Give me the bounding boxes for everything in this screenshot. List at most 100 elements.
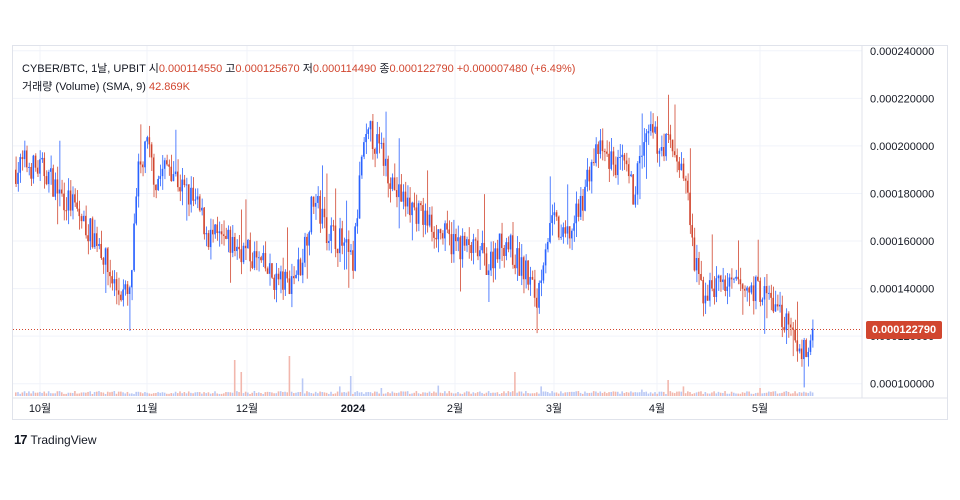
tradingview-branding[interactable]: 17 TradingView (14, 432, 97, 447)
candle-body (244, 245, 247, 249)
candle-body (354, 226, 356, 271)
candle-body (67, 190, 70, 211)
volume-bar (34, 392, 37, 396)
candle-body (144, 141, 146, 168)
volume-bar (98, 391, 100, 396)
volume-bar (584, 391, 586, 396)
legend-low-value: 0.000114490 (312, 63, 377, 75)
volume-bar (531, 393, 534, 396)
candle-body (166, 160, 168, 165)
volume-bar (290, 391, 293, 396)
volume-bar (439, 392, 442, 396)
candle-body (811, 328, 814, 341)
volume-bar (398, 392, 400, 396)
candle-body (297, 259, 299, 275)
candle-body (503, 247, 505, 256)
candle-body (43, 157, 46, 177)
volume-bar (667, 380, 669, 396)
volume-bar (71, 392, 74, 396)
volume-bar (785, 391, 788, 396)
candle-body (176, 171, 179, 188)
candle-body (150, 144, 153, 158)
candle-body (590, 162, 593, 182)
candle-body (279, 271, 282, 280)
volume-bar (757, 392, 759, 396)
candle-body (398, 184, 400, 198)
candle-body (404, 191, 407, 207)
volume-bar (730, 391, 733, 396)
candle-body (765, 286, 768, 294)
candle-body (363, 142, 365, 157)
candle-body (328, 240, 330, 243)
volume-bar (312, 393, 315, 396)
candle-body (63, 193, 65, 211)
candle-body (345, 239, 348, 243)
candle-body (457, 237, 459, 242)
volume-bar (85, 392, 87, 396)
candle-body (772, 297, 774, 312)
candle-body (566, 226, 569, 234)
candle-body (441, 233, 444, 239)
volume-bar (273, 393, 275, 396)
candle-body (439, 229, 442, 234)
candle-body (347, 239, 350, 252)
volume-bar (481, 392, 483, 396)
candle-body (198, 196, 201, 211)
volume-bar (687, 391, 689, 396)
candle-body (220, 231, 223, 235)
volume-bar (781, 392, 783, 396)
candle-body (409, 197, 411, 216)
candle-body (374, 149, 376, 154)
candle-body (490, 251, 492, 271)
candle-body (584, 186, 586, 211)
volume-bar (395, 392, 398, 396)
candle-body (669, 134, 672, 140)
volume-bar (776, 393, 779, 396)
volume-bar (579, 392, 582, 396)
volume-bar (761, 393, 764, 396)
candle-body (126, 284, 129, 294)
candle-body (218, 231, 221, 234)
candle-body (676, 155, 678, 162)
volume-bar (426, 392, 429, 396)
candle-body (155, 184, 157, 191)
candle-body (660, 147, 663, 151)
candle-body (133, 223, 135, 271)
candle-body (599, 140, 602, 155)
volume-bar (735, 393, 737, 396)
volume-bar (161, 392, 164, 396)
volume-bar (444, 391, 446, 396)
volume-bar (170, 393, 173, 396)
candle-body (236, 246, 238, 251)
volume-bar (21, 392, 24, 396)
volume-bar (522, 393, 525, 396)
volume-bar (360, 392, 363, 396)
volume-bar (249, 393, 251, 396)
volume-bar (446, 393, 448, 396)
volume-bar (106, 391, 109, 396)
volume-bar (159, 392, 162, 396)
volume-legend-label: 거래량 (Volume) (SMA, 9) (22, 81, 146, 93)
candle-body (612, 151, 615, 165)
chart-frame[interactable] (12, 45, 948, 420)
volume-bar (750, 393, 753, 396)
volume-bar (424, 392, 426, 396)
volume-bar (549, 393, 551, 396)
volume-bar (722, 392, 724, 396)
volume-bar (612, 391, 615, 396)
volume-bar (765, 392, 768, 396)
volume-bar (608, 392, 610, 396)
volume-bar (787, 391, 790, 396)
candle-body (792, 327, 794, 330)
volume-bar (111, 391, 113, 396)
candle-body (349, 250, 352, 252)
volume-bar (601, 392, 604, 396)
y-tick-label: 0.000100000 (870, 379, 934, 391)
volume-bar (301, 378, 304, 396)
volume-bar (717, 391, 720, 396)
volume-bar (430, 393, 433, 396)
volume-bar (36, 392, 39, 396)
candle-body (678, 161, 680, 171)
volume-bar (800, 392, 803, 396)
